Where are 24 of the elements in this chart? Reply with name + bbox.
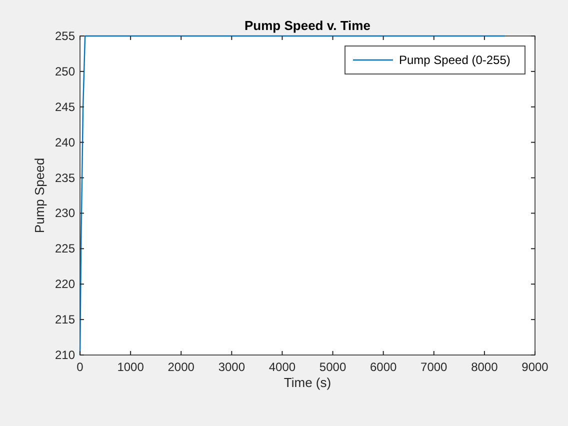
y-tick-label: 245: [54, 100, 76, 114]
y-tick-label: 225: [54, 242, 76, 256]
y-tick-label: 210: [54, 348, 76, 362]
y-tick-label: 250: [54, 64, 76, 78]
x-tick-label: 7000: [420, 360, 448, 374]
legend-label: Pump Speed (0-255): [399, 53, 510, 67]
y-tick-label: 235: [54, 170, 76, 185]
x-tick-label: 9000: [522, 360, 549, 374]
x-tick-label: 4000: [268, 360, 296, 374]
x-tick-label: 5000: [319, 360, 346, 374]
y-tick-label: 255: [54, 29, 76, 43]
x-tick-label: 2000: [168, 360, 195, 374]
y-tick-label: 240: [54, 135, 76, 150]
y-axis-title: Pump Speed: [32, 158, 47, 234]
chart-title: Pump Speed v. Time: [244, 18, 370, 33]
x-tick-label: 8000: [471, 360, 498, 374]
x-tick-label: 6000: [370, 360, 398, 374]
x-axis-title: Time (s): [284, 375, 332, 390]
y-tick-label: 230: [54, 206, 76, 220]
y-tick-label: 220: [54, 277, 76, 292]
x-tick-label: 1000: [117, 360, 144, 374]
y-tick-label: 215: [54, 312, 76, 327]
x-tick-label: 3000: [218, 360, 246, 374]
x-tick-label: 0: [76, 360, 84, 374]
